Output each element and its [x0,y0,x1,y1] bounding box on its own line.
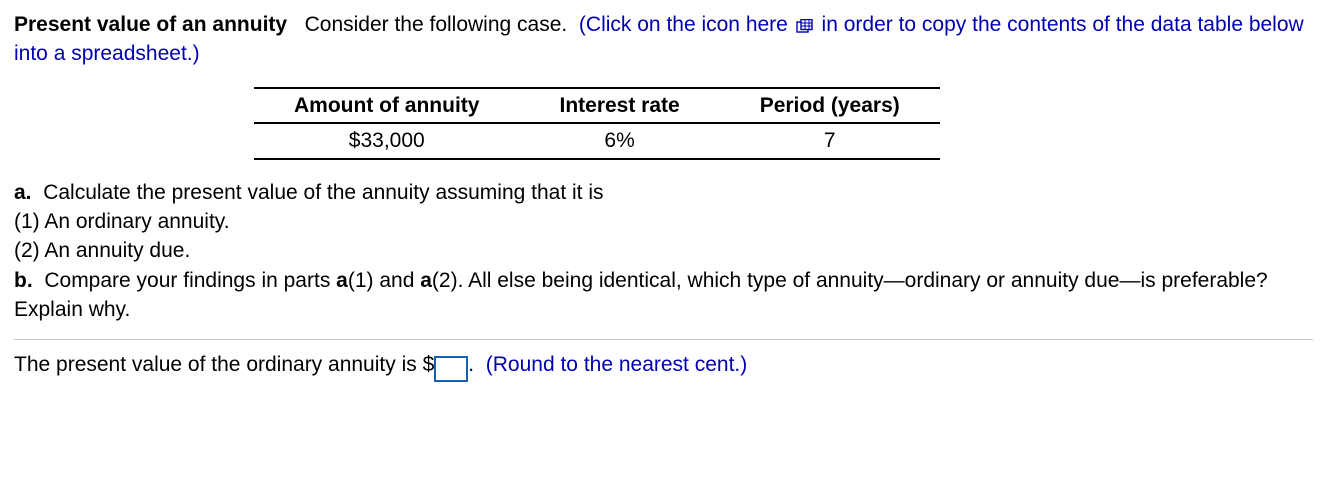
present-value-input[interactable] [434,356,468,382]
answer-prefix: The present value of the ordinary annuit… [14,353,434,376]
copy-instruction-part1: (Click on the icon here [579,13,788,36]
question-a: a. Calculate the present value of the an… [14,178,1313,207]
table-header: Amount of annuity [254,88,519,123]
label-b: b. [14,269,33,292]
question-b-text2: (1) and [348,269,420,292]
answer-hint: (Round to the nearest cent.) [486,353,748,376]
label-a: a. [14,181,32,204]
annuity-data-table: Amount of annuity Interest rate Period (… [254,87,940,160]
table-cell: 7 [720,123,940,158]
question-block: a. Calculate the present value of the an… [14,178,1313,325]
title-bold: Present value of an annuity [14,13,287,36]
table-header: Interest rate [519,88,719,123]
question-a1: (1) An ordinary annuity. [14,207,1313,236]
copy-table-icon[interactable] [796,19,814,33]
title-rest: Consider the following case. [305,13,568,36]
answer-suffix: . [468,353,474,376]
question-b-bold1: a [336,269,348,292]
table-header: Period (years) [720,88,940,123]
problem-header: Present value of an annuity Consider the… [14,10,1313,69]
answer-row: The present value of the ordinary annuit… [14,350,1313,383]
question-b-bold2: a [420,269,432,292]
question-b-text1: Compare your findings in parts [44,269,336,292]
question-a-text: Calculate the present value of the annui… [43,181,603,204]
table-cell: 6% [519,123,719,158]
table-cell: $33,000 [254,123,519,158]
question-a2: (2) An annuity due. [14,236,1313,265]
separator-line [14,339,1313,340]
question-b: b. Compare your findings in parts a(1) a… [14,266,1313,325]
